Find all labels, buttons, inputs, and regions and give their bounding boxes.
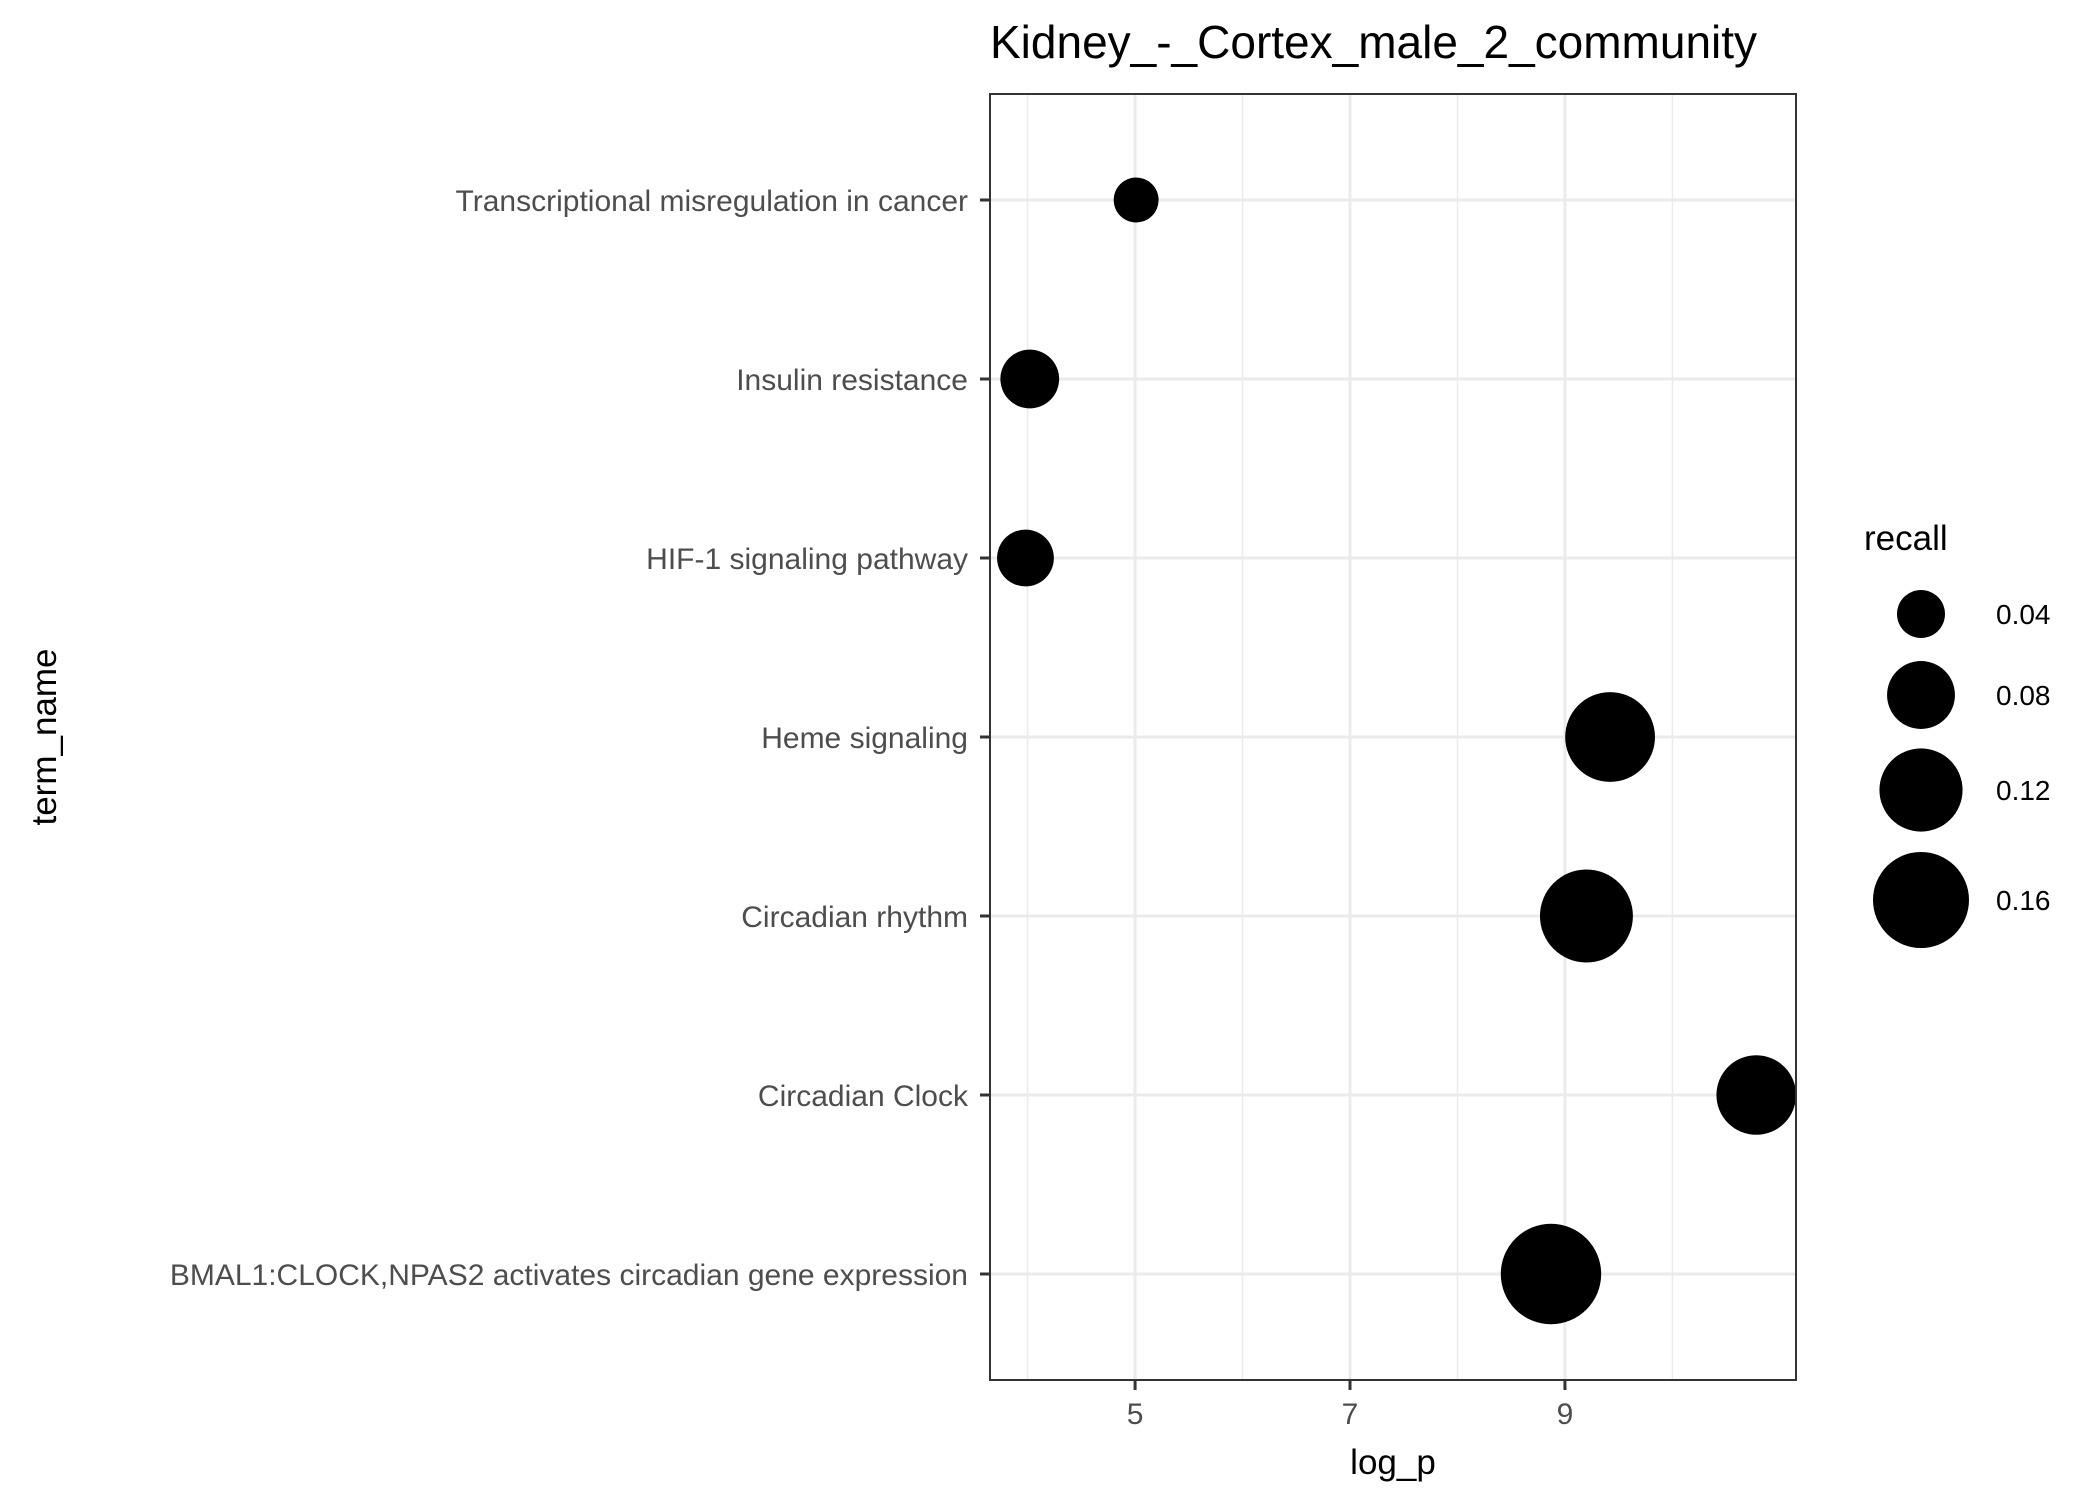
grid-major [990,94,1796,1380]
x-tick-label-2: 9 [1557,1398,1574,1431]
y-axis-title: term_name [25,648,64,825]
legend-label-0: 0.04 [1996,599,2051,630]
y-tick-label-6: BMAL1:CLOCK,NPAS2 activates circadian ge… [170,1259,968,1292]
y-tick-label-4: Circadian rhythm [741,901,968,934]
y-tick-label-3: Heme signaling [761,722,968,755]
y-tick-label-5: Circadian Clock [758,1080,969,1113]
data-point-0 [1113,177,1159,223]
y-axis: Transcriptional misregulation in cancer I… [170,185,990,1292]
data-point-4 [1539,869,1633,963]
x-tick-label-0: 5 [1127,1398,1144,1431]
legend-key-3 [1873,852,1969,948]
data-point-1 [1000,349,1060,409]
data-point-5 [1716,1055,1797,1135]
legend-key-0 [1897,590,1945,638]
legend-label-3: 0.16 [1996,885,2051,916]
x-tick-label-1: 7 [1342,1398,1359,1431]
y-tick-label-1: Insulin resistance [736,364,968,397]
chart-title: Kidney_-_Cortex_male_2_community [990,16,1757,68]
legend-key-1 [1887,661,1955,729]
legend-label-2: 0.12 [1996,775,2051,806]
data-points [997,177,1797,1325]
x-axis: 5 7 9 [1127,1380,1574,1431]
legend-key-2 [1879,748,1963,832]
data-point-3 [1565,692,1655,782]
y-tick-label-0: Transcriptional misregulation in cancer [456,185,968,218]
legend-label-1: 0.08 [1996,680,2051,711]
legend-items: 0.04 0.08 0.12 0.16 [1873,590,2051,948]
data-point-2 [997,529,1054,587]
plot-panel [989,93,1797,1381]
x-axis-title: log_p [1350,1443,1436,1482]
data-point-6 [1500,1223,1602,1325]
legend-title: recall [1864,519,1948,558]
y-tick-label-2: HIF-1 signaling pathway [646,543,968,576]
legend: recall 0.04 0.08 0.12 0.16 [1864,519,2051,948]
